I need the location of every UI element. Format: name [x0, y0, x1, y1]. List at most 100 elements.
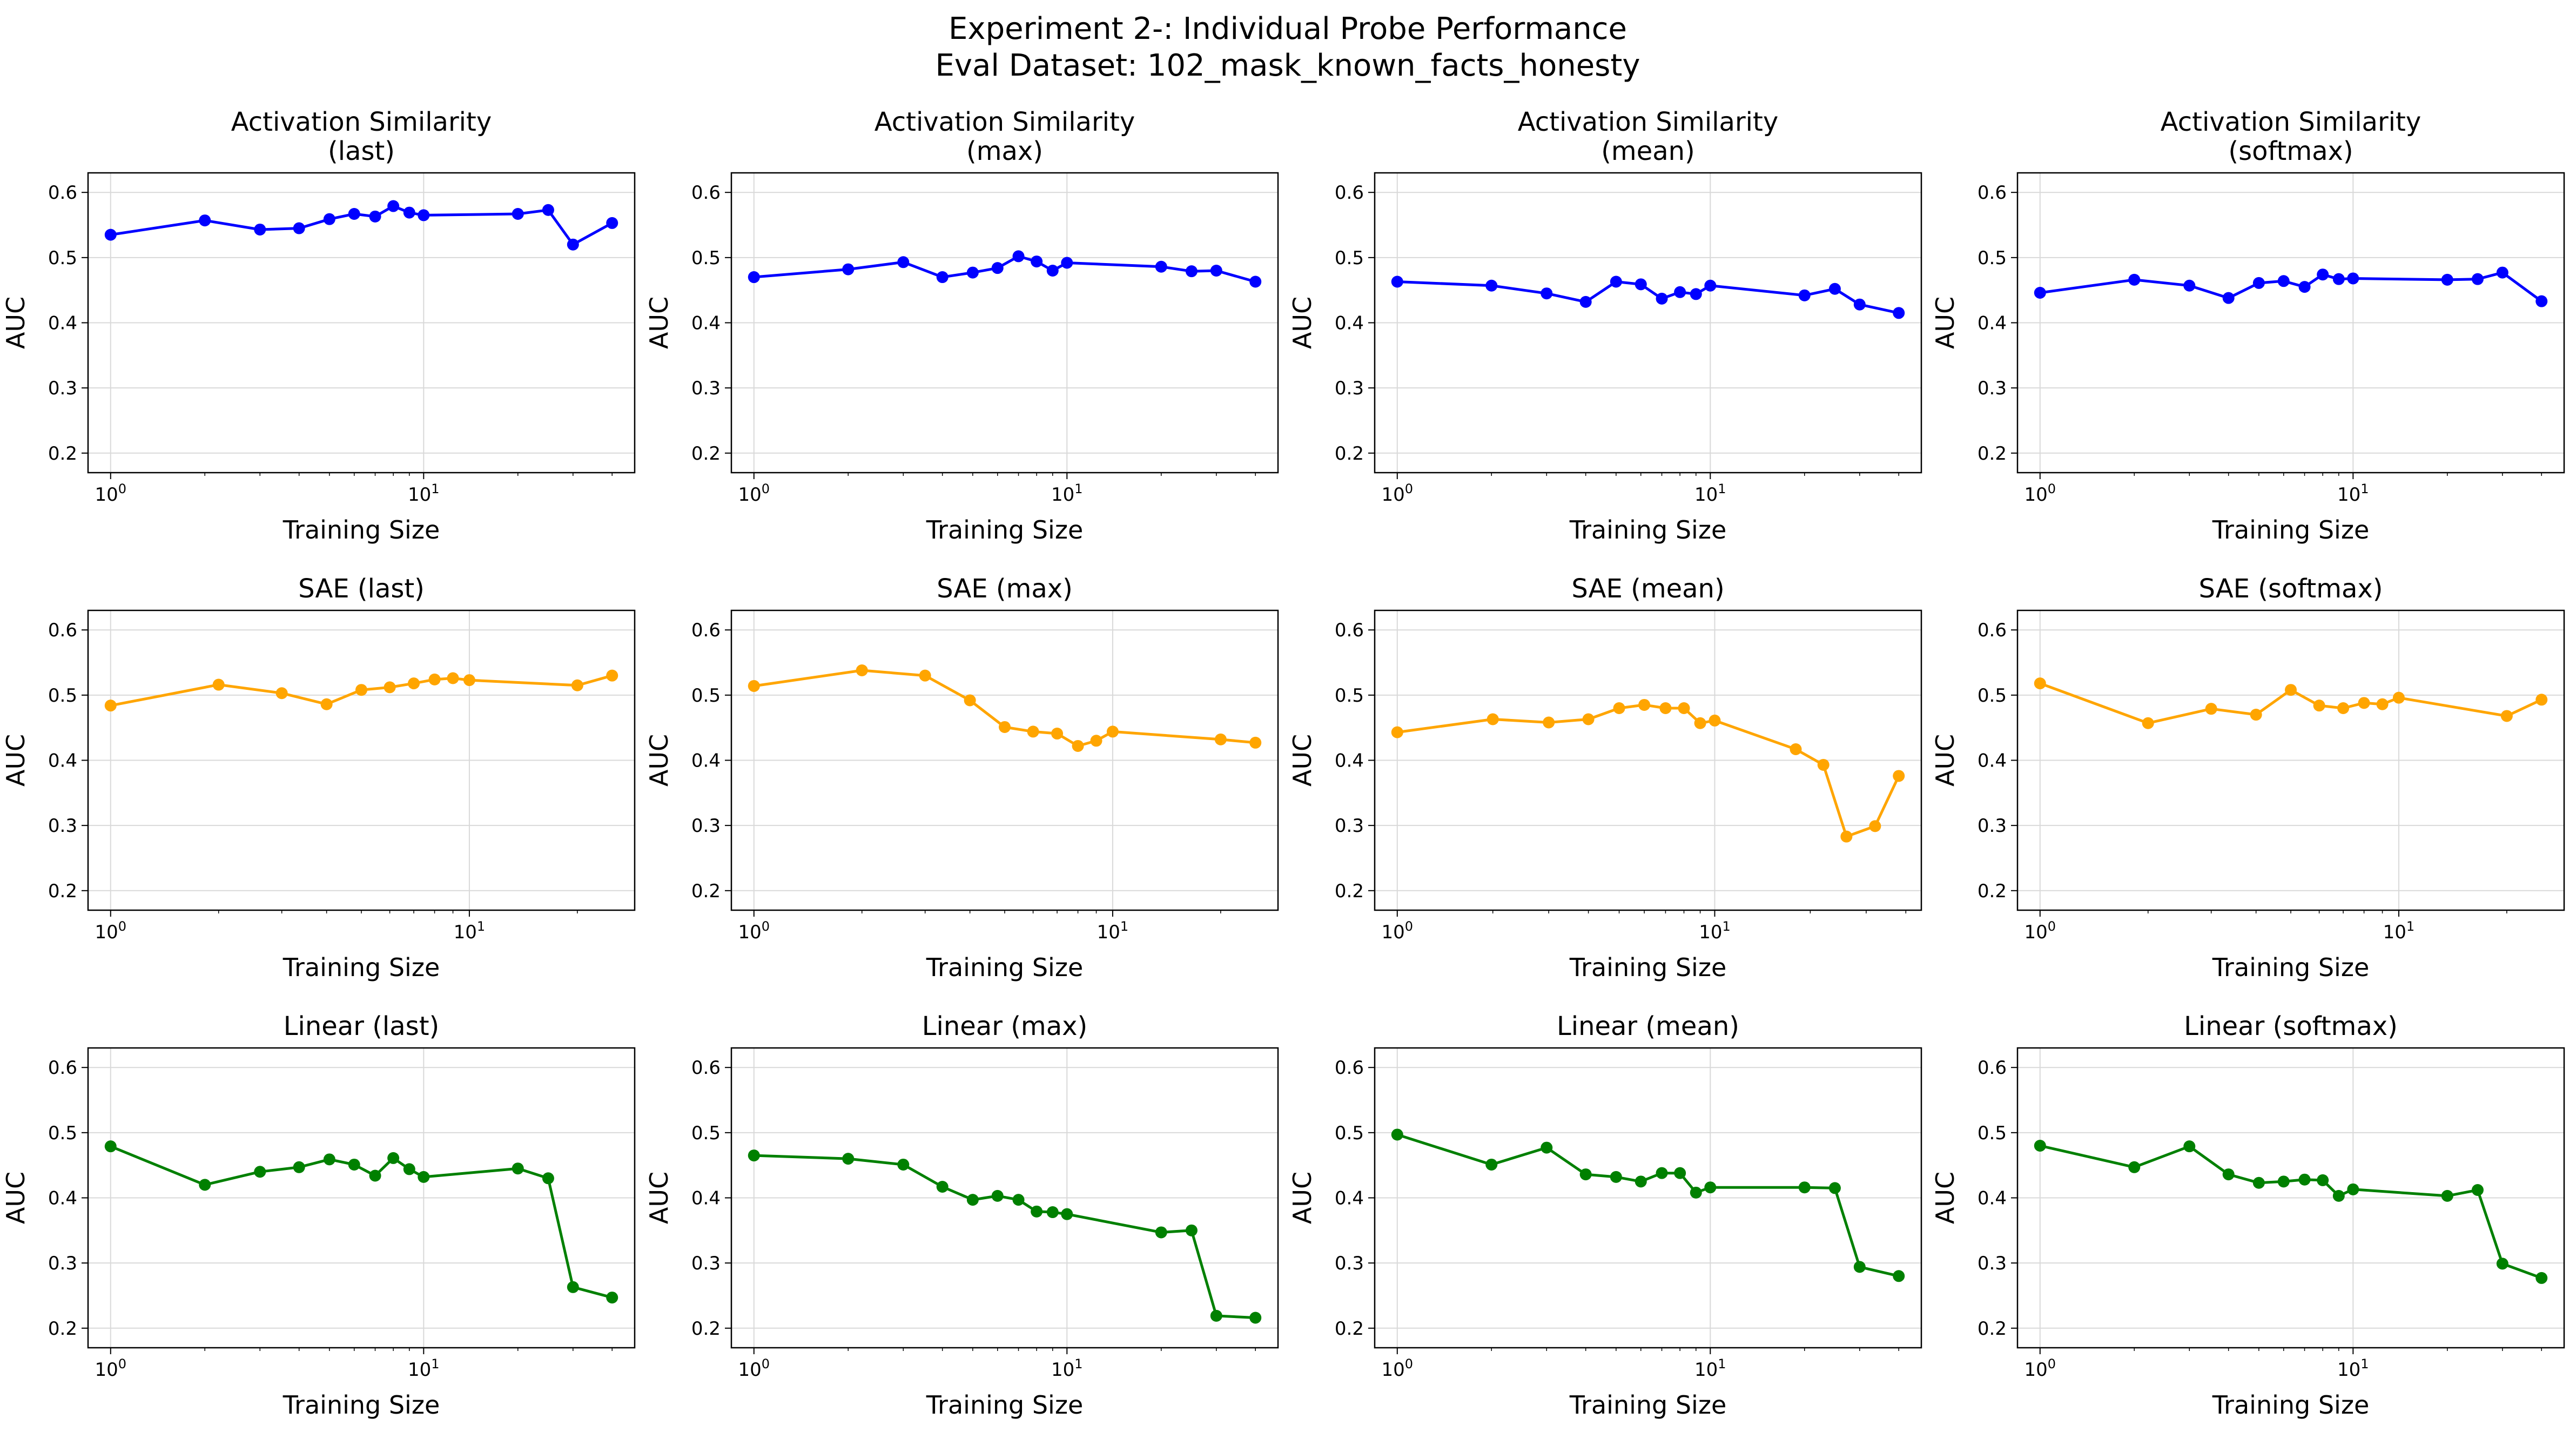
panel-title: SAE (last): [298, 574, 425, 604]
x-tick-label: 100: [2025, 1356, 2056, 1381]
data-point: [1674, 286, 1686, 298]
data-point: [1210, 1309, 1222, 1322]
y-axis-label: AUC: [1931, 1172, 1960, 1224]
data-point: [2500, 710, 2513, 722]
data-point: [1155, 260, 1167, 273]
data-point: [1185, 265, 1198, 278]
data-point: [2034, 1139, 2046, 1152]
data-point: [1798, 289, 1811, 301]
data-point: [1817, 758, 1830, 771]
data-point: [2347, 1183, 2359, 1195]
y-tick-label: 0.5: [1978, 247, 2007, 269]
x-tick-label: 101: [2337, 481, 2369, 506]
data-point: [369, 1169, 381, 1182]
series-line: [1397, 1133, 1899, 1278]
data-point: [512, 1162, 524, 1175]
y-tick-label: 0.4: [1335, 750, 1364, 772]
panel-title: Linear (mean): [1557, 1011, 1739, 1041]
y-axis-label: AUC: [1288, 297, 1317, 349]
data-point: [606, 1292, 618, 1304]
data-point: [2183, 1140, 2196, 1153]
chart-panel: Linear (last) 0.2 0.3 0.4 0.5 0.6 100 101 Traini…: [1, 1011, 636, 1420]
data-point: [1798, 1181, 1811, 1194]
data-point: [1893, 1270, 1905, 1282]
data-point: [1659, 702, 1672, 714]
data-point: [348, 1158, 360, 1171]
data-point: [2252, 1176, 2265, 1189]
data-point: [2298, 281, 2311, 293]
data-point: [1061, 1208, 1073, 1220]
data-point: [320, 698, 333, 710]
y-axis-label: AUC: [1, 297, 30, 349]
data-point: [1485, 1158, 1498, 1171]
data-point: [966, 1194, 979, 1206]
x-axis-label: Training Size: [283, 515, 440, 544]
x-axis-label: Training Size: [926, 1390, 1084, 1420]
data-point: [2496, 266, 2508, 279]
data-point: [1678, 702, 1690, 714]
data-point: [1635, 1175, 1647, 1188]
y-tick-label: 0.5: [1335, 247, 1364, 269]
y-axis-label: AUC: [644, 297, 674, 349]
plot-frame: [1374, 1047, 1922, 1349]
series-line: [2040, 271, 2543, 302]
y-tick-label: 0.6: [1335, 620, 1364, 641]
y-tick-label: 0.3: [691, 815, 721, 837]
data-point: [2347, 272, 2359, 285]
y-tick-label: 0.3: [1978, 378, 2007, 399]
data-point: [1012, 1194, 1025, 1206]
series-line: [754, 669, 1256, 748]
data-point: [1582, 713, 1595, 725]
series-line: [110, 674, 613, 707]
y-tick-label: 0.3: [1335, 1253, 1364, 1274]
panel-title: SAE (max): [937, 574, 1073, 604]
data-point: [1656, 292, 1668, 305]
data-point: [919, 669, 931, 682]
plot-frame: [2016, 172, 2565, 474]
data-point: [936, 1180, 949, 1193]
data-point: [199, 1179, 211, 1191]
panel-title: Linear (last): [284, 1011, 439, 1041]
data-point: [2317, 268, 2329, 281]
data-point: [999, 721, 1011, 733]
data-point: [447, 672, 459, 684]
data-point: [387, 200, 400, 212]
data-point: [2252, 277, 2265, 289]
chart-panel: SAE (last) 0.2 0.3 0.4 0.5 0.6 100 101 Training …: [1, 574, 636, 982]
y-tick-label: 0.4: [1978, 1188, 2007, 1209]
x-tick-label: 100: [738, 1356, 770, 1381]
data-point: [293, 222, 305, 234]
x-axis-label: Training Size: [926, 515, 1084, 544]
data-point: [1579, 1168, 1592, 1181]
data-point: [1610, 1171, 1622, 1183]
data-point: [1155, 1226, 1167, 1239]
data-point: [1840, 830, 1853, 843]
data-point: [387, 1152, 400, 1164]
panel-title: Activation Similarity: [2161, 107, 2422, 137]
y-tick-label: 0.3: [1978, 815, 2007, 837]
data-point: [1249, 736, 1262, 749]
y-tick-label: 0.5: [1335, 685, 1364, 707]
y-tick-label: 0.2: [1335, 443, 1364, 465]
y-tick-label: 0.5: [691, 247, 721, 269]
data-point: [408, 677, 420, 690]
data-point: [1249, 275, 1262, 288]
chart-panel: Linear (mean) 0.2 0.3 0.4 0.5 0.6 100 101 Traini…: [1288, 1011, 1922, 1420]
chart-panel: SAE (mean) 0.2 0.3 0.4 0.5 0.6 100 101 Training …: [1288, 574, 1922, 982]
data-point: [1027, 725, 1039, 738]
y-tick-label: 0.4: [691, 750, 721, 772]
data-point: [1674, 1167, 1686, 1179]
x-tick-label: 100: [1382, 1356, 1414, 1381]
y-tick-label: 0.6: [691, 1057, 721, 1079]
data-point: [104, 1140, 117, 1153]
data-point: [403, 1163, 415, 1175]
data-point: [1012, 250, 1025, 263]
data-point: [1704, 279, 1717, 292]
x-tick-label: 100: [95, 481, 127, 506]
data-point: [748, 271, 760, 284]
data-point: [2128, 273, 2141, 286]
y-tick-label: 0.2: [691, 880, 721, 902]
data-point: [2285, 684, 2297, 696]
data-point: [104, 228, 117, 241]
x-axis-label: Training Size: [2212, 1390, 2370, 1420]
